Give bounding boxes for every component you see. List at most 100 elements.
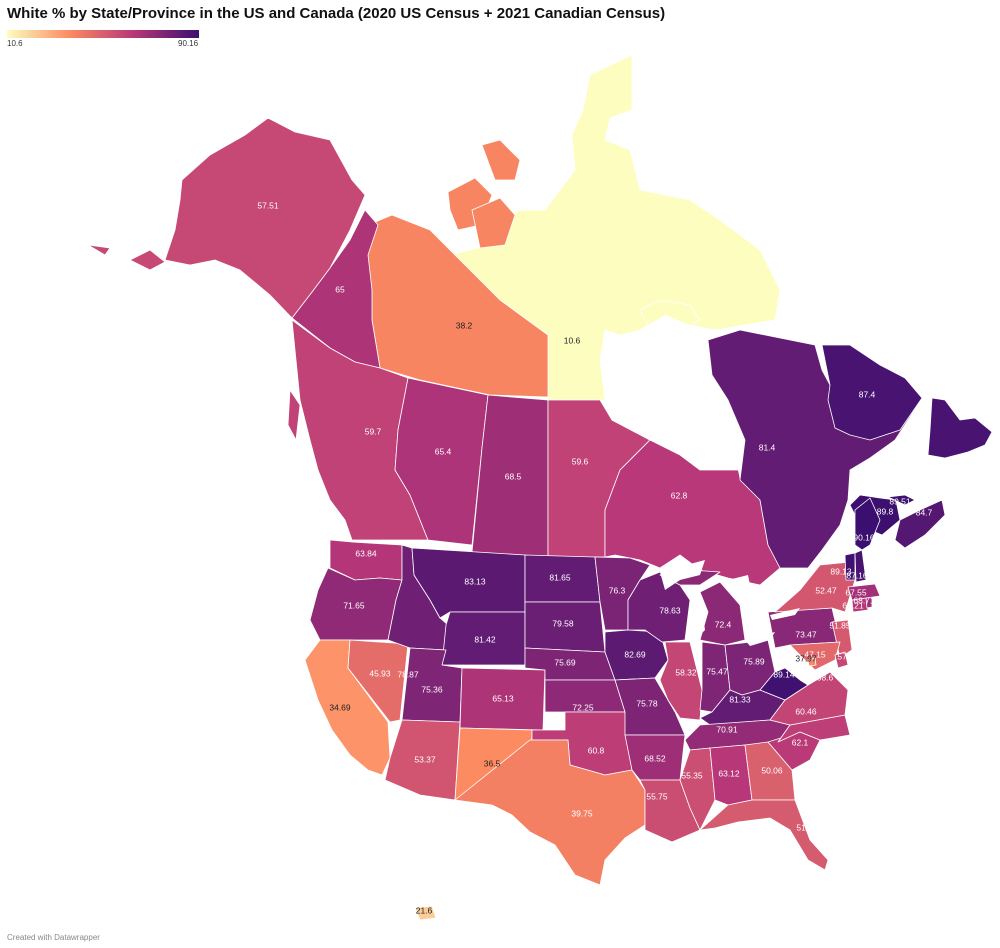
- region-tx[interactable]: [454, 739, 646, 886]
- region-label-ri: 68.71: [853, 595, 875, 605]
- region-label-ky: 81.33: [729, 694, 751, 704]
- region-md[interactable]: [789, 641, 841, 671]
- region-label-nwt: 38.2: [456, 320, 473, 330]
- water-body: [745, 632, 775, 646]
- region-label-ok: 60.8: [588, 745, 605, 755]
- region-label-nd: 81.65: [549, 572, 571, 582]
- region-label-mn: 76.3: [609, 585, 626, 595]
- legend-max-label: 90.16: [178, 39, 199, 48]
- region-label-in: 75.47: [706, 666, 728, 676]
- region-label-nv: 45.93: [369, 668, 391, 678]
- region-label-sk: 68.5: [505, 471, 522, 481]
- region-label-ct: 63.21: [842, 600, 864, 610]
- map-title: White % by State/Province in the US and …: [7, 5, 666, 22]
- region-label-nl_lab: 87.4: [859, 389, 876, 399]
- region-label-wa: 63.84: [355, 548, 377, 558]
- region-pe[interactable]: [887, 494, 916, 506]
- region-label-fl: 51.54: [796, 822, 818, 832]
- region-label-ms: 55.35: [681, 770, 703, 780]
- region-label-al: 63.12: [718, 768, 740, 778]
- region-ma[interactable]: [847, 583, 881, 601]
- region-label-on: 62.8: [671, 490, 688, 500]
- region-label-ak: 57.51: [257, 200, 279, 210]
- region-me[interactable]: [854, 497, 881, 551]
- region-label-nh: 87.16: [846, 570, 868, 580]
- region-label-de: 57.96: [837, 651, 859, 661]
- region-nwt[interactable]: [471, 197, 516, 249]
- region-label-ne: 75.69: [554, 657, 576, 667]
- region-label-pe: 89.51: [889, 496, 911, 506]
- region-label-la: 55.75: [646, 791, 668, 801]
- region-de[interactable]: [834, 651, 849, 669]
- region-nl_lab[interactable]: [821, 344, 923, 441]
- region-nl_isl[interactable]: [927, 397, 993, 459]
- region-label-ar: 68.52: [644, 753, 666, 763]
- water-body: [600, 315, 745, 480]
- credit-line: Created with Datawrapper: [7, 933, 100, 942]
- region-mi[interactable]: [699, 581, 746, 646]
- region-label-pa: 73.47: [795, 629, 817, 639]
- region-label-wy: 81.42: [474, 634, 496, 644]
- region-label-nj: 51.85: [829, 620, 851, 630]
- region-label-va: 58.6: [817, 672, 834, 682]
- region-label-ga: 50.06: [761, 765, 783, 775]
- region-label-ma: 67.55: [845, 587, 867, 597]
- region-label-oh: 75.89: [743, 656, 765, 666]
- region-fl[interactable]: [699, 799, 829, 871]
- region-label-qc: 81.4: [759, 442, 776, 452]
- water-body: [720, 575, 755, 640]
- region-label-mi: 72.4: [715, 619, 732, 629]
- region-nwt[interactable]: [481, 139, 521, 181]
- water-body: [660, 560, 705, 590]
- region-label-mb: 59.6: [572, 456, 589, 466]
- region-label-nm: 36.5: [484, 758, 501, 768]
- region-ns[interactable]: [894, 499, 946, 549]
- region-label-wi: 78.63: [659, 605, 681, 615]
- region-label-tn: 70.91: [716, 724, 738, 734]
- region-bc[interactable]: [287, 389, 301, 441]
- region-ak[interactable]: [87, 244, 111, 256]
- region-label-dc: 37.97: [795, 653, 817, 663]
- water-body: [690, 592, 705, 640]
- region-label-ns: 84.7: [916, 507, 933, 517]
- region-label-wv: 89.14: [773, 669, 795, 679]
- region-label-sd: 79.58: [552, 618, 574, 628]
- region-label-ut: 75.36: [421, 684, 443, 694]
- region-label-me: 90.16: [853, 532, 875, 542]
- region-label-yukon: 65: [335, 284, 345, 294]
- region-label-nc: 60.46: [795, 706, 817, 716]
- region-label-mo: 75.78: [636, 698, 658, 708]
- region-ga[interactable]: [744, 741, 796, 801]
- region-label-ca: 34.69: [329, 702, 351, 712]
- legend-min-label: 10.6: [7, 39, 23, 48]
- region-label-bc: 59.7: [365, 426, 382, 436]
- water-body: [770, 608, 800, 620]
- region-label-ks: 72.25: [572, 702, 594, 712]
- region-label-nunavut: 10.6: [564, 335, 581, 345]
- region-label-nb: 89.8: [877, 506, 894, 516]
- region-wy[interactable]: [441, 611, 526, 666]
- region-nh[interactable]: [854, 549, 867, 583]
- region-label-il: 58.32: [675, 667, 697, 677]
- region-label-ia: 82.69: [624, 649, 646, 659]
- region-label-ny: 52.47: [815, 585, 837, 595]
- legend-color-scale: [7, 30, 199, 38]
- region-dc[interactable]: [807, 657, 817, 667]
- region-il[interactable]: [659, 641, 703, 721]
- region-label-mt: 83.13: [464, 576, 486, 586]
- region-label-tx: 39.75: [571, 808, 593, 818]
- region-label-sc: 62.1: [792, 737, 809, 747]
- region-vt[interactable]: [844, 552, 856, 581]
- region-label-hi: 21.6: [416, 905, 433, 915]
- region-ak[interactable]: [129, 249, 166, 271]
- region-label-md: 47.15: [804, 649, 826, 659]
- region-label-or: 71.65: [343, 600, 365, 610]
- region-hi[interactable]: [414, 905, 437, 921]
- region-wv[interactable]: [759, 667, 809, 701]
- region-label-id: 78.87: [397, 669, 419, 679]
- region-label-az: 53.37: [414, 754, 436, 764]
- region-label-vt: 89.13: [830, 566, 852, 576]
- region-ak[interactable]: [164, 117, 366, 319]
- region-label-co: 65.13: [492, 693, 514, 703]
